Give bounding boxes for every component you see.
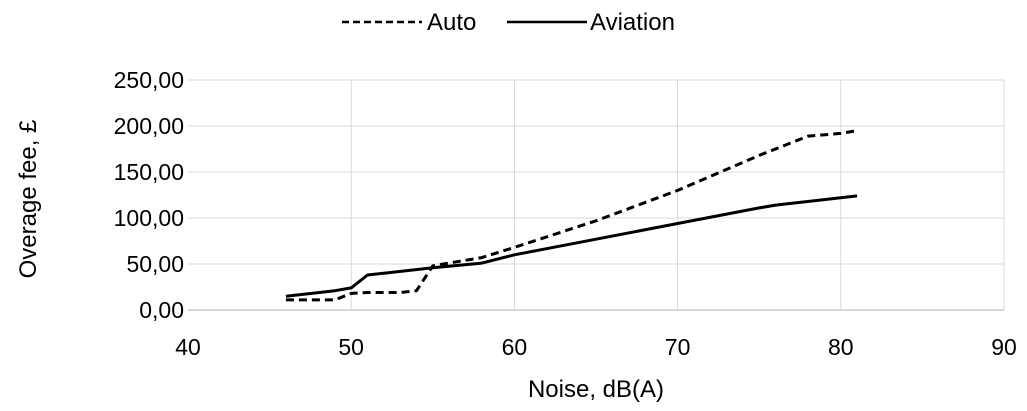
legend-label-auto: Auto (427, 9, 476, 36)
y-tick-label: 200,00 (114, 113, 184, 139)
x-tick-label: 40 (175, 334, 201, 360)
y-tick-labels: 0,00 50,00 100,00 150,00 200,00 250,00 (114, 67, 184, 323)
x-axis-title: Noise, dB(A) (528, 376, 664, 403)
y-tick-label: 50,00 (126, 251, 184, 277)
x-tick-label: 90 (991, 334, 1017, 360)
series-layer (285, 129, 858, 302)
legend: Auto Aviation (342, 9, 675, 36)
series-line-aviation (285, 194, 858, 298)
y-axis-title: Overage fee, £ (15, 120, 42, 279)
y-tick-label: 0,00 (139, 297, 184, 323)
legend-label-aviation: Aviation (590, 9, 675, 36)
series-line-auto (285, 129, 858, 302)
x-tick-label: 60 (502, 334, 528, 360)
x-tick-label: 50 (338, 334, 364, 360)
y-tick-label: 150,00 (114, 159, 184, 185)
y-tick-label: 250,00 (114, 67, 184, 93)
y-tick-label: 100,00 (114, 205, 184, 231)
x-tick-label: 80 (828, 334, 854, 360)
x-tick-labels: 40 50 60 70 80 90 (175, 334, 1017, 360)
grid-lines (188, 79, 1005, 310)
x-tick-label: 70 (665, 334, 691, 360)
